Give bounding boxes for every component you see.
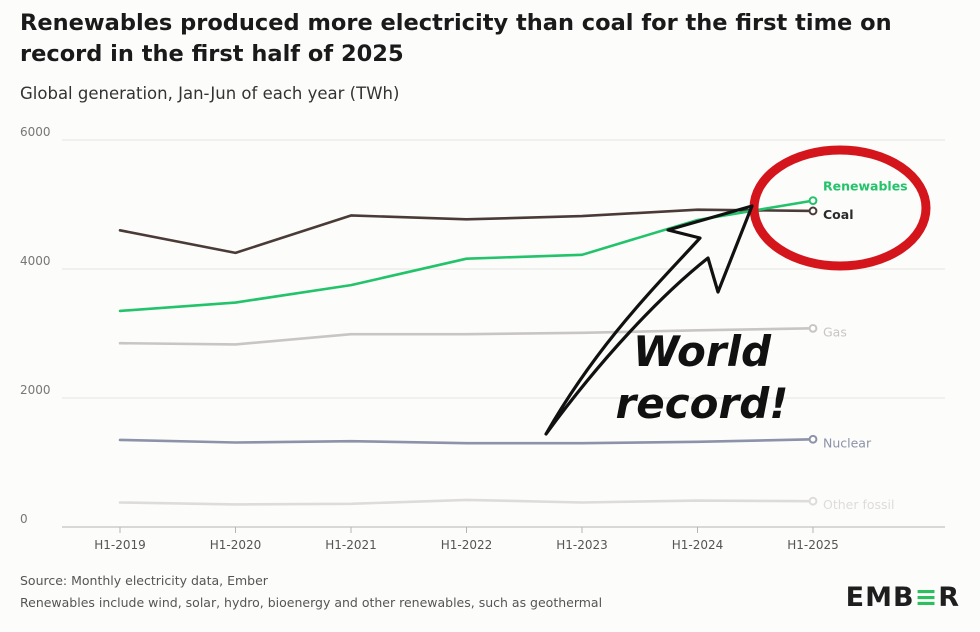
x-axis-ticks: H1-2019 H1-2020 H1-2021 H1-2022 H1-2023 H1-20… (94, 527, 839, 552)
ember-logo: EMB≡R (846, 582, 960, 613)
annotation-text: World record! (616, 327, 789, 428)
series-line-gas (118, 327, 815, 346)
series-end-marker (808, 206, 818, 216)
series-labels: Other fossil Nuclear Gas Coal Renewables (823, 179, 908, 513)
y-tick-label: 0 (20, 512, 28, 526)
annotation-word: record! (616, 379, 789, 428)
annotation-word: World (633, 327, 772, 376)
series-label: Gas (823, 324, 847, 339)
x-tick-label: H1-2025 (787, 538, 839, 552)
series-line-other-fossil (118, 498, 815, 506)
series-end-marker (808, 434, 818, 444)
y-tick-label: 2000 (20, 383, 51, 397)
x-tick-label: H1-2024 (672, 538, 724, 552)
logo-part1: EMB (845, 582, 915, 613)
x-tick-label: H1-2022 (441, 538, 493, 552)
annotation-circle (749, 145, 931, 271)
y-tick-label: 6000 (20, 125, 51, 139)
y-tick-label: 4000 (20, 254, 51, 268)
series-label: Renewables (823, 179, 908, 194)
x-tick-label: H1-2023 (556, 538, 608, 552)
series-line-coal (118, 208, 815, 255)
footer-note: Renewables include wind, solar, hydro, b… (20, 595, 603, 610)
series-label: Coal (823, 207, 853, 222)
series-end-marker (808, 323, 818, 333)
series-line-nuclear (118, 437, 815, 445)
annotation: World record! (544, 145, 931, 436)
logo-part2: ≡ (914, 582, 939, 613)
series-end-marker (808, 496, 818, 506)
gridlines (62, 139, 945, 528)
x-tick-label: H1-2020 (210, 538, 262, 552)
series-label: Nuclear (823, 435, 872, 450)
footer-source: Source: Monthly electricity data, Ember (20, 573, 268, 588)
series-end-marker (808, 196, 818, 206)
logo-part3: R (938, 582, 960, 613)
annotation-arrow (544, 204, 754, 436)
series-lines (118, 196, 818, 506)
x-tick-label: H1-2021 (325, 538, 377, 552)
chart-subtitle: Global generation, Jan-Jun of each year … (20, 84, 400, 103)
series-label: Other fossil (823, 497, 894, 512)
y-axis-ticks: 0 2000 4000 6000 (20, 125, 51, 526)
chart-title: Renewables produced more electricity tha… (20, 10, 892, 67)
x-tick-label: H1-2019 (94, 538, 146, 552)
